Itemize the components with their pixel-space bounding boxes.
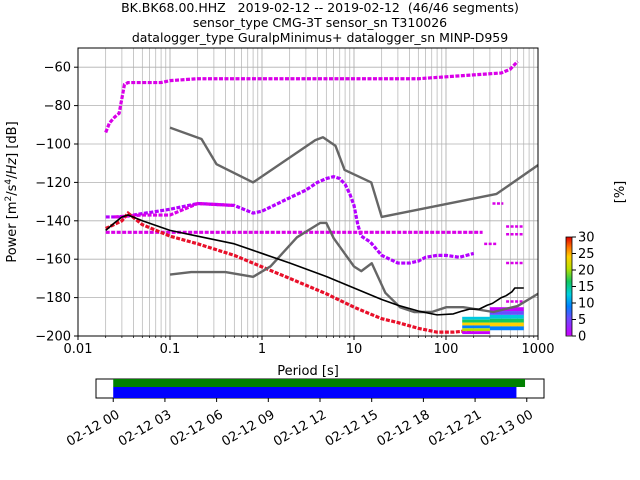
coverage-tick-label: 02-12 15 [323,407,381,449]
y-tick-label: −60 [44,61,71,76]
ppsd-content [104,60,538,335]
x-tick-label: 1 [258,342,266,357]
high-noise-model-line [169,126,538,219]
spectrum-patch-cell [462,316,490,320]
coverage-bars [113,379,526,398]
x-tick-label: 0.1 [160,342,181,357]
colorbar-tick-label: 0 [578,330,586,345]
spectrum-patch-cell [489,318,524,323]
title-line-1: BK.BK68.00.HHZ 2019-02-12 -- 2019-02-12 … [121,0,519,15]
x-axis-label: Period [s] [277,364,339,379]
coverage-tick-label: 02-12 18 [374,407,432,449]
y-tick-label: −120 [35,176,71,191]
low-noise-model-line [169,221,538,314]
colorbar-gradient [565,236,573,337]
coverage-bar-blue [113,387,517,398]
spectrum-patch-cell [462,322,490,326]
spectrum-patch-cell [489,311,524,315]
colorbar-tick-label: 15 [578,280,595,295]
colorbar-tick-label: 10 [578,297,595,312]
y-tick-label: −140 [35,214,71,229]
y-tick-label: −80 [44,99,71,114]
coverage-tick-label: 02-12 12 [271,407,329,449]
band-upper_band [104,60,519,134]
band-mid_upper_band [105,174,475,265]
y-tick-label: −100 [35,138,71,153]
y-axis-label: Power [m2/s4/Hz] [dB] [4,121,20,262]
spectrum-patch-cell [489,314,524,319]
spectrum-patch-cell [462,319,490,323]
coverage-bar-green [113,379,526,387]
title-line-3: datalogger_type GuralpMinimus+ datalogge… [131,30,509,45]
y-tick-label: −180 [35,291,71,306]
y-tick-label: −200 [35,330,71,345]
spectrum-patch-cell [462,331,490,335]
spectrum-patch-cell [462,325,490,329]
spectrum-patch-cell [489,322,524,327]
coverage-tick-label: 02-12 06 [168,407,226,449]
colorbar-tick-label: 5 [578,313,586,328]
y-tick-label: −160 [35,253,71,268]
colorbar-tick-label: 20 [578,264,595,279]
coverage-tick-label: 02-12 00 [64,407,122,449]
spectrum-patch-cell [489,326,524,331]
colorbar-tick-label: 25 [578,247,595,262]
coverage-tick-label: 02-12 21 [426,407,484,449]
band-lower_band [105,210,474,334]
mean-psd-line [105,214,524,316]
x-tick-label: 1000 [521,342,554,357]
x-tick-label: 10 [346,342,363,357]
coverage-tick-label: 02-12 09 [219,407,277,449]
colorbar-label: [%] [613,181,628,204]
coverage-tick-label: 02-12 03 [116,407,174,449]
colorbar-tick-label: 30 [578,231,595,246]
spectrum-patch-cell [462,328,490,332]
chart-title: BK.BK68.00.HHZ 2019-02-12 -- 2019-02-12 … [0,0,640,45]
x-tick-label: 100 [434,342,459,357]
plot-axes: 0.01 0.1 1 10 100 1000 −200 −180 −160 −140 −120 −10… [35,61,554,357]
title-line-2: sensor_type CMG-3T sensor_sn T310026 [192,15,448,30]
coverage-tick-label: 02-13 00 [478,407,536,449]
grid-lines [77,48,538,337]
x-tick-label: 0.01 [64,342,93,357]
plot-frame [77,47,539,337]
